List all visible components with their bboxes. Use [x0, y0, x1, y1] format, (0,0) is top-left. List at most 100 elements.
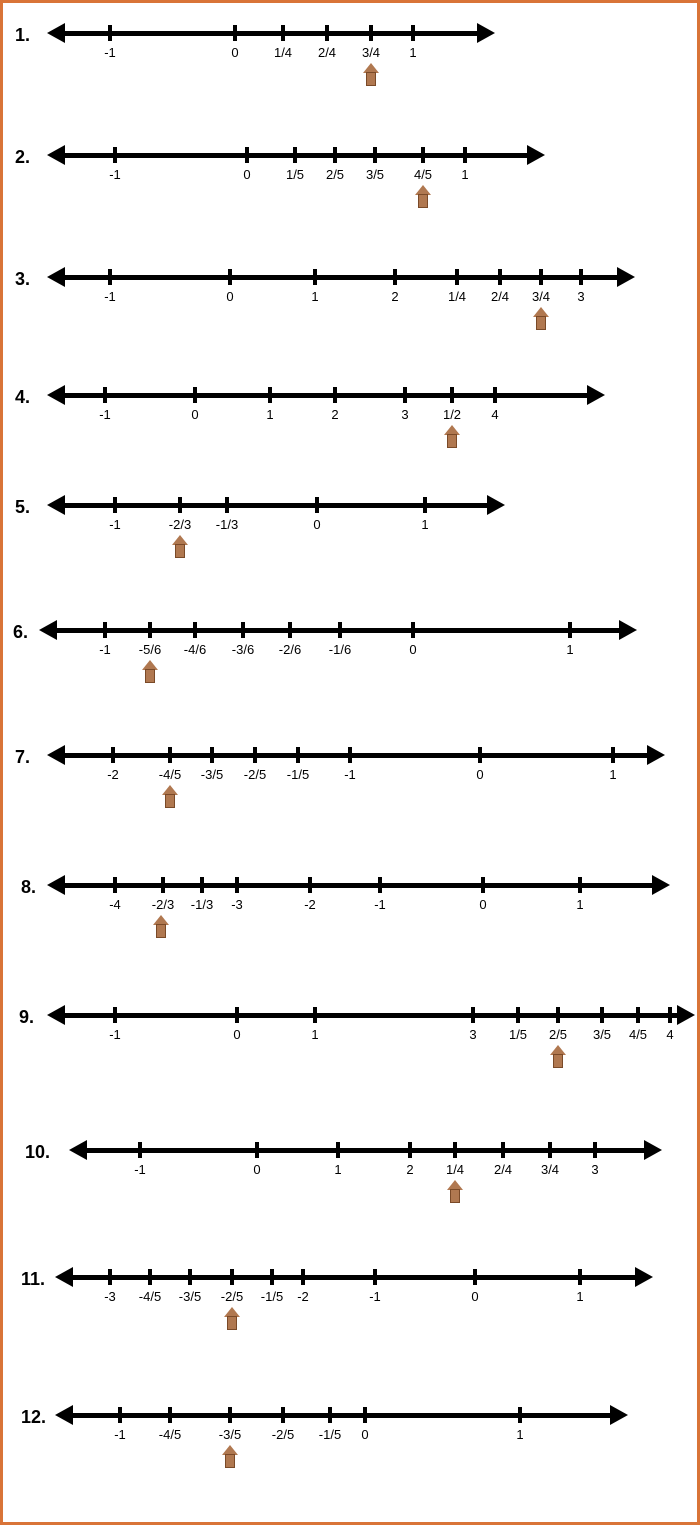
tick-mark	[493, 387, 497, 403]
tick-mark	[636, 1007, 640, 1023]
tick-label: 3	[401, 407, 408, 422]
tick-mark	[403, 387, 407, 403]
tick-mark	[235, 1007, 239, 1023]
tick-label: 3	[577, 289, 584, 304]
tick-label: -4/5	[159, 767, 181, 782]
tick-label: 1	[409, 45, 416, 60]
tick-mark	[600, 1007, 604, 1023]
number-line: -10121/42/43/43	[3, 1138, 700, 1218]
answer-pointer-icon	[172, 535, 188, 558]
tick-mark	[281, 25, 285, 41]
problem-2: 2.-101/52/53/54/51	[3, 143, 697, 253]
tick-mark	[481, 877, 485, 893]
tick-label: 1	[311, 289, 318, 304]
tick-label: -3/6	[232, 642, 254, 657]
tick-label: -1	[344, 767, 356, 782]
tick-label: 1/5	[286, 167, 304, 182]
tick-label: -2/5	[244, 767, 266, 782]
number-line: -3-4/5-3/5-2/5-1/5-2-101	[3, 1265, 700, 1345]
tick-mark	[178, 497, 182, 513]
line-segment	[69, 1413, 614, 1418]
tick-mark	[568, 622, 572, 638]
tick-label: -4/6	[184, 642, 206, 657]
answer-pointer-icon	[222, 1445, 238, 1468]
tick-mark	[228, 1407, 232, 1423]
problem-7: 7.-2-4/5-3/5-2/5-1/5-101	[3, 743, 697, 853]
arrow-left-icon	[47, 145, 65, 165]
arrow-left-icon	[55, 1405, 73, 1425]
tick-label: -1/6	[329, 642, 351, 657]
tick-mark	[325, 25, 329, 41]
tick-label: 0	[479, 897, 486, 912]
tick-label: 0	[471, 1289, 478, 1304]
tick-mark	[408, 1142, 412, 1158]
arrow-right-icon	[610, 1405, 628, 1425]
tick-mark	[253, 747, 257, 763]
tick-mark	[348, 747, 352, 763]
arrow-left-icon	[55, 1267, 73, 1287]
tick-mark	[313, 269, 317, 285]
tick-label: -2/3	[169, 517, 191, 532]
answer-pointer-icon	[153, 915, 169, 938]
tick-mark	[328, 1407, 332, 1423]
arrow-right-icon	[652, 875, 670, 895]
tick-mark	[593, 1142, 597, 1158]
tick-label: -3	[104, 1289, 116, 1304]
tick-label: -3	[231, 897, 243, 912]
tick-label: -2	[304, 897, 316, 912]
problem-4: 4.-101231/24	[3, 383, 697, 493]
tick-label: 1/4	[448, 289, 466, 304]
tick-mark	[333, 147, 337, 163]
tick-mark	[113, 1007, 117, 1023]
number-line: -10121/42/43/43	[3, 265, 700, 345]
tick-label: 0	[409, 642, 416, 657]
tick-mark	[161, 877, 165, 893]
tick-label: -3/5	[201, 767, 223, 782]
tick-label: 1	[311, 1027, 318, 1042]
tick-label: -3/5	[179, 1289, 201, 1304]
arrow-right-icon	[647, 745, 665, 765]
tick-label: -4/5	[159, 1427, 181, 1442]
tick-label: -2/5	[221, 1289, 243, 1304]
problem-10: 10.-10121/42/43/43	[3, 1138, 697, 1248]
line-segment	[69, 1275, 639, 1280]
arrow-right-icon	[677, 1005, 695, 1025]
tick-label: 2/5	[326, 167, 344, 182]
number-line: -1-2/3-1/301	[3, 493, 700, 573]
tick-label: -1/5	[261, 1289, 283, 1304]
arrow-left-icon	[47, 495, 65, 515]
line-segment	[61, 393, 591, 398]
tick-mark	[103, 622, 107, 638]
tick-mark	[373, 147, 377, 163]
tick-label: 1/5	[509, 1027, 527, 1042]
tick-label: 0	[231, 45, 238, 60]
tick-label: 3/5	[366, 167, 384, 182]
tick-mark	[579, 269, 583, 285]
arrow-right-icon	[617, 267, 635, 287]
tick-mark	[363, 1407, 367, 1423]
tick-mark	[148, 1269, 152, 1285]
line-segment	[61, 275, 621, 280]
tick-mark	[611, 747, 615, 763]
number-line: -101/42/43/41	[3, 21, 700, 101]
tick-mark	[336, 1142, 340, 1158]
line-segment	[61, 883, 656, 888]
tick-mark	[108, 269, 112, 285]
tick-label: 2	[391, 289, 398, 304]
tick-label: 2/4	[491, 289, 509, 304]
tick-mark	[111, 747, 115, 763]
tick-label: 0	[476, 767, 483, 782]
problem-9: 9.-10131/52/53/54/54	[3, 1003, 697, 1113]
tick-mark	[308, 877, 312, 893]
tick-mark	[478, 747, 482, 763]
problem-6: 6.-1-5/6-4/6-3/6-2/6-1/601	[3, 618, 697, 728]
arrow-left-icon	[47, 267, 65, 287]
number-line: -2-4/5-3/5-2/5-1/5-101	[3, 743, 700, 823]
tick-label: -1	[99, 407, 111, 422]
tick-label: 2/4	[494, 1162, 512, 1177]
answer-pointer-icon	[550, 1045, 566, 1068]
tick-label: 0	[253, 1162, 260, 1177]
tick-mark	[450, 387, 454, 403]
tick-label: 1	[266, 407, 273, 422]
tick-label: 4/5	[414, 167, 432, 182]
